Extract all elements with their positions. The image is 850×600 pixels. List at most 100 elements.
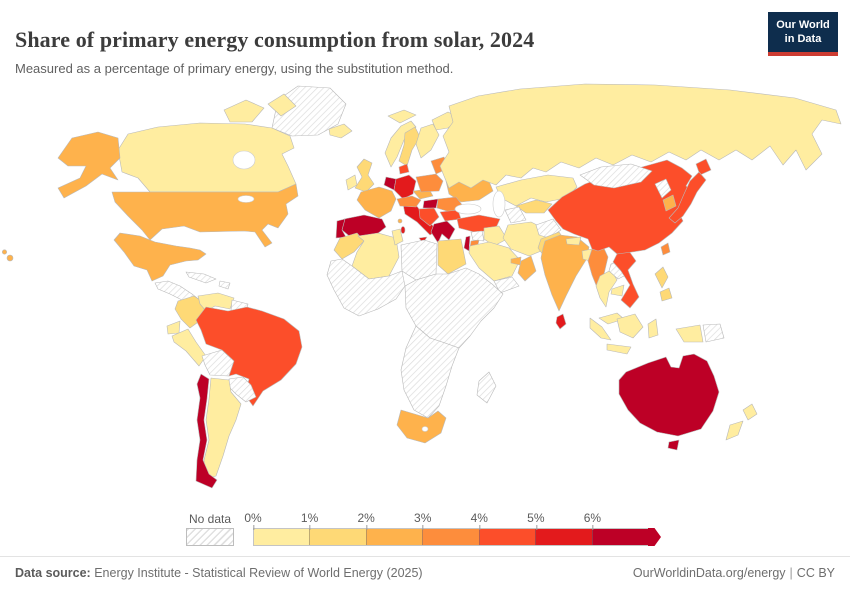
country-indonesia-sulawesi[interactable] <box>647 318 659 339</box>
country-poland[interactable] <box>415 173 444 193</box>
country-papua-new-guinea[interactable] <box>702 323 725 343</box>
country-oman[interactable] <box>517 255 537 282</box>
caspian-sea <box>492 190 506 218</box>
country-hispaniola[interactable] <box>218 280 231 290</box>
black-sea <box>454 203 482 215</box>
country-mongolia[interactable] <box>579 163 653 189</box>
owid-logo-box: Our World in Data <box>768 12 838 52</box>
country-cambodia[interactable] <box>610 284 625 297</box>
legend-bin-6[interactable] <box>591 529 648 545</box>
country-mexico[interactable] <box>113 232 207 282</box>
country-indonesia-sumatra[interactable] <box>589 317 612 341</box>
legend-tick-4%: 4% <box>470 511 488 530</box>
country-canada[interactable] <box>223 99 265 123</box>
country-svalbard[interactable] <box>387 109 417 124</box>
country-cuba[interactable] <box>185 271 217 284</box>
country-brazil[interactable] <box>195 306 303 407</box>
country-central-south-africa[interactable] <box>400 325 460 419</box>
country-ecuador[interactable] <box>166 320 181 335</box>
legend-bin-5[interactable] <box>535 529 592 545</box>
country-russia[interactable] <box>439 83 842 189</box>
country-switzerland-austria[interactable] <box>396 195 422 208</box>
country-new-zealand-south[interactable] <box>725 420 744 441</box>
country-usa-hawaii[interactable] <box>1 249 8 255</box>
country-morocco[interactable] <box>333 232 365 260</box>
country-south-africa[interactable] <box>396 409 447 444</box>
country-libya[interactable] <box>400 239 438 281</box>
country-vietnam[interactable] <box>612 250 640 309</box>
country-uae[interactable] <box>510 256 522 266</box>
country-venezuela[interactable] <box>197 292 235 312</box>
country-canada[interactable] <box>117 122 297 193</box>
country-finland[interactable] <box>415 123 440 159</box>
site-link[interactable]: OurWorldinData.org/energy <box>632 566 786 580</box>
country-new-zealand-north[interactable] <box>742 403 758 421</box>
legend-tick-6%: 6% <box>583 511 602 530</box>
legend-bar-row <box>253 528 661 546</box>
license-link[interactable]: CC BY <box>796 566 835 580</box>
country-indonesia-west-papua[interactable] <box>675 324 704 343</box>
country-ireland[interactable] <box>345 174 358 191</box>
legend-bin-3[interactable] <box>422 529 479 545</box>
country-egypt[interactable] <box>437 238 467 275</box>
country-australia[interactable] <box>618 353 720 437</box>
country-japan[interactable] <box>668 171 707 224</box>
country-indonesia-borneo[interactable] <box>616 313 644 339</box>
legend-bin-4[interactable] <box>478 529 536 545</box>
country-yemen[interactable] <box>493 276 520 294</box>
country-uk[interactable] <box>354 158 375 193</box>
legend-tick-5%: 5% <box>527 511 545 530</box>
country-greece[interactable] <box>430 220 456 244</box>
country-canada[interactable] <box>267 93 297 117</box>
country-hungary[interactable] <box>422 198 439 209</box>
country-japan-hokkaido[interactable] <box>695 158 712 176</box>
legend-no-data[interactable]: No data <box>186 512 234 546</box>
country-sweden[interactable] <box>398 126 421 167</box>
country-tasmania[interactable] <box>667 439 680 451</box>
country-saudi-arabia[interactable] <box>468 241 521 282</box>
legend-bin-0[interactable] <box>254 529 310 545</box>
legend-tick-3%: 3% <box>414 511 432 530</box>
country-balkans[interactable] <box>418 207 440 227</box>
country-portugal[interactable] <box>335 218 347 239</box>
owid-logo[interactable]: Our World in Data <box>768 12 838 56</box>
country-sri-lanka[interactable] <box>555 313 567 330</box>
hudson-bay <box>232 150 256 170</box>
data-source-text: Energy Institute - Statistical Review of… <box>90 566 423 580</box>
country-south-korea[interactable] <box>662 194 677 212</box>
country-philippines[interactable] <box>659 287 673 302</box>
country-chile[interactable] <box>195 373 218 489</box>
country-peru[interactable] <box>171 328 207 367</box>
footer-divider <box>0 556 850 557</box>
country-argentina[interactable] <box>203 377 242 480</box>
country-sardinia[interactable] <box>400 226 406 234</box>
country-taiwan[interactable] <box>660 242 671 256</box>
country-nepal[interactable] <box>565 236 582 246</box>
country-madagascar[interactable] <box>476 371 497 404</box>
country-france[interactable] <box>356 186 397 219</box>
data-source-label: Data source: <box>15 566 91 580</box>
country-uzbekistan[interactable] <box>515 199 553 214</box>
country-indonesia-java[interactable] <box>606 343 632 355</box>
country-north-korea[interactable] <box>654 178 672 199</box>
legend-bin-2[interactable] <box>365 529 423 545</box>
country-usa-alaska[interactable] <box>57 131 121 199</box>
country-israel[interactable] <box>463 235 471 252</box>
legend-ticks: 0% 1% 2% 3% 4% 5% 6% <box>244 511 649 530</box>
footer-data-source: Data source: Energy Institute - Statisti… <box>15 566 423 580</box>
legend-bin-1[interactable] <box>309 529 366 545</box>
country-philippines[interactable] <box>654 266 669 289</box>
country-india[interactable] <box>540 234 590 312</box>
country-corsica[interactable] <box>397 218 403 224</box>
country-usa-hawaii[interactable] <box>6 254 14 262</box>
legend-tick-0%: 0% <box>244 511 262 530</box>
country-west-africa[interactable] <box>326 258 406 317</box>
country-iceland[interactable] <box>328 123 353 139</box>
country-iraq[interactable] <box>483 225 508 247</box>
country-syria[interactable] <box>470 230 485 242</box>
country-turkmenistan[interactable] <box>504 206 527 224</box>
country-tunisia[interactable] <box>391 228 404 246</box>
country-denmark[interactable] <box>398 163 410 175</box>
country-germany[interactable] <box>393 174 417 200</box>
